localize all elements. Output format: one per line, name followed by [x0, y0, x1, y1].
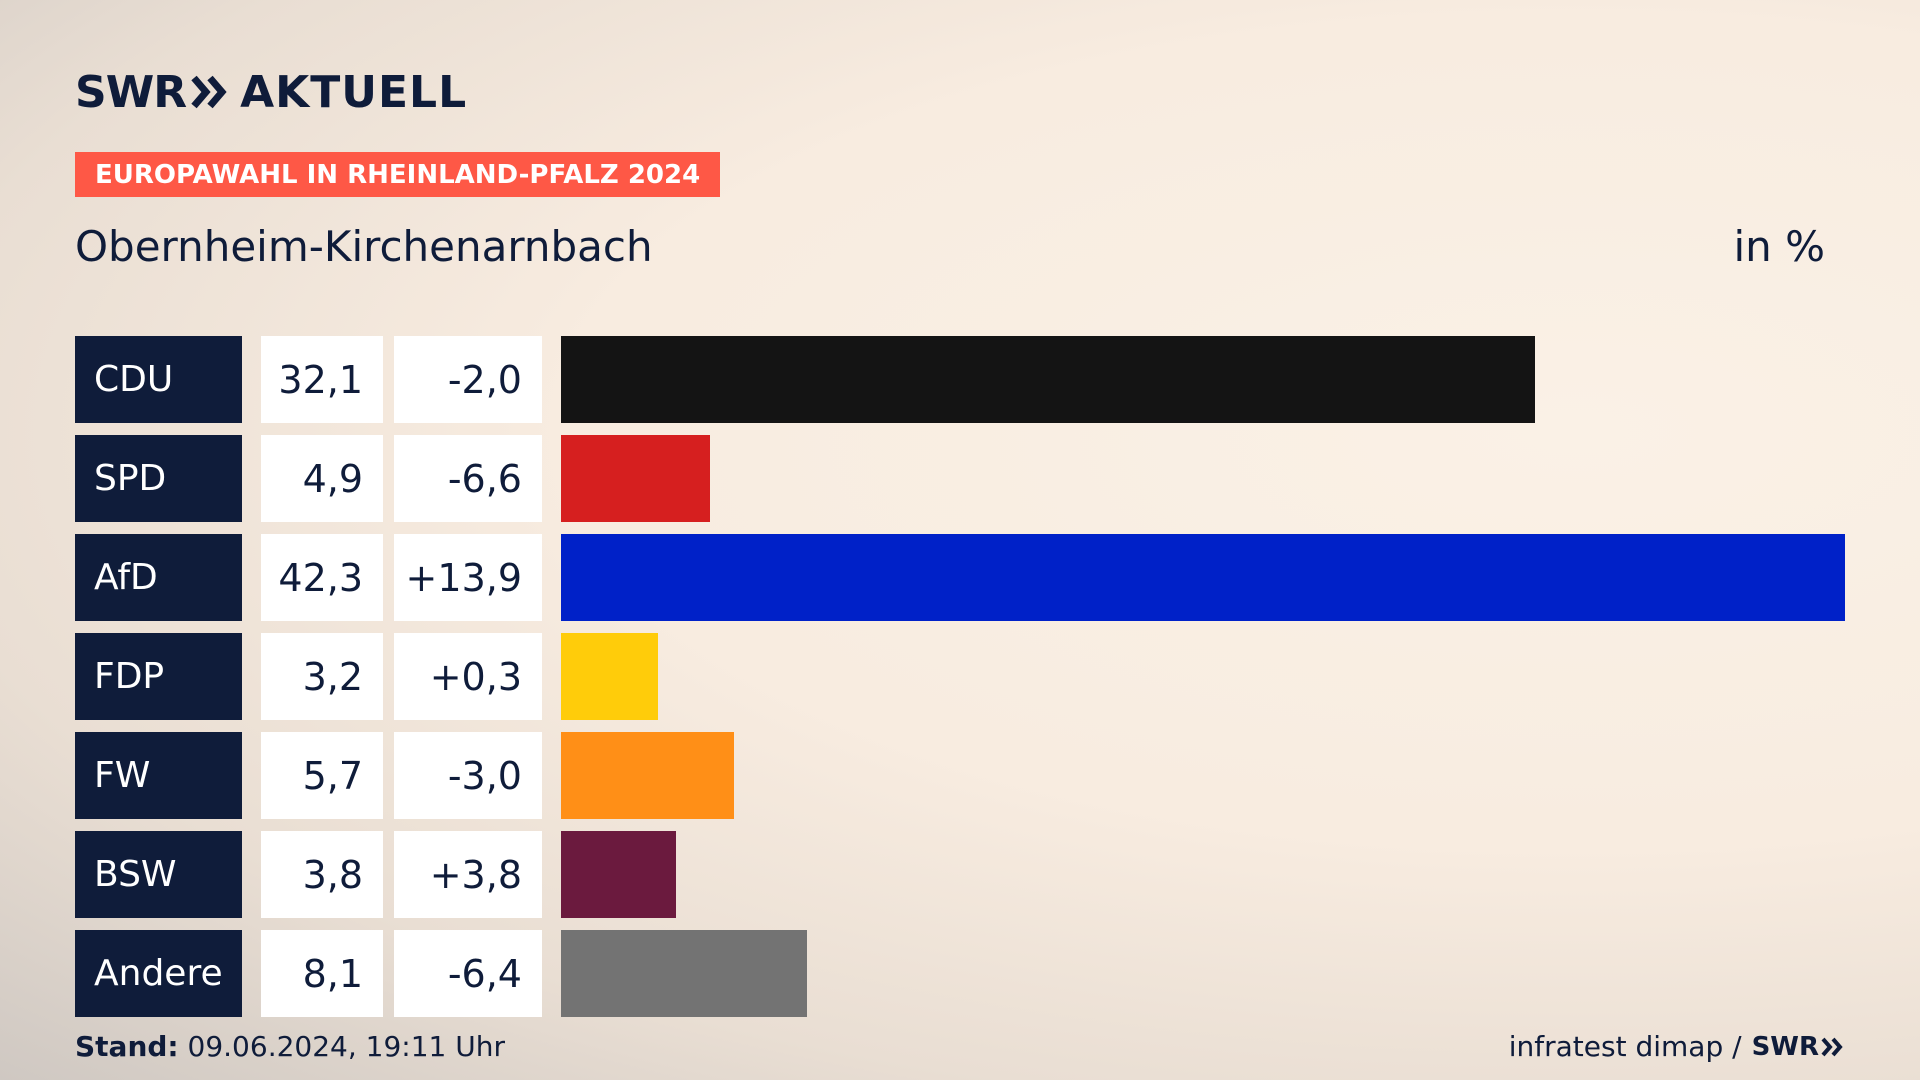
- logo-aktuell-text: AKTUELL: [240, 66, 468, 118]
- change-label: -2,0: [394, 336, 542, 423]
- vote-share-label: 5,7: [261, 732, 383, 819]
- result-row: AfD 42,3 +13,9: [75, 534, 1845, 621]
- result-row: FW 5,7 -3,0: [75, 732, 1845, 819]
- timestamp: Stand: 09.06.2024, 19:11 Uhr: [75, 1030, 505, 1063]
- stand-value: 09.06.2024, 19:11 Uhr: [187, 1030, 505, 1063]
- double-chevron-icon: [191, 75, 227, 109]
- change-label: +0,3: [394, 633, 542, 720]
- party-label: BSW: [75, 831, 242, 918]
- change-label: -6,4: [394, 930, 542, 1017]
- vote-share-bar: [561, 930, 807, 1017]
- swr-aktuell-logo: SWR AKTUELL: [75, 66, 468, 118]
- election-tag: EUROPAWAHL IN RHEINLAND-PFALZ 2024: [75, 152, 721, 197]
- party-label: FDP: [75, 633, 242, 720]
- vote-share-bar: [561, 435, 710, 522]
- change-label: -6,6: [394, 435, 542, 522]
- vote-share-label: 32,1: [261, 336, 383, 423]
- source-text: infratest dimap /: [1508, 1030, 1742, 1063]
- change-label: +3,8: [394, 831, 542, 918]
- vote-share-bar: [561, 732, 734, 819]
- source-credit: infratest dimap / SWR: [1509, 1030, 1845, 1063]
- result-row: SPD 4,9 -6,6: [75, 435, 1845, 522]
- vote-share-label: 4,9: [261, 435, 383, 522]
- change-label: -3,0: [394, 732, 542, 819]
- vote-share-bar: [561, 831, 676, 918]
- stand-label: Stand:: [75, 1030, 179, 1063]
- result-row: CDU 32,1 -2,0: [75, 336, 1845, 423]
- result-row: BSW 3,8 +3,8: [75, 831, 1845, 918]
- vote-share-label: 42,3: [261, 534, 383, 621]
- results-chart: CDU 32,1 -2,0 SPD 4,9 -6,6 AfD 42,3 +13,9 FDP 3,2 +…: [75, 336, 1845, 1029]
- party-label: SPD: [75, 435, 242, 522]
- region-title: Obernheim-Kirchenarnbach: [75, 222, 653, 271]
- party-label: AfD: [75, 534, 242, 621]
- vote-share-bar: [561, 633, 658, 720]
- change-label: +13,9: [394, 534, 542, 621]
- result-row: Andere 8,1 -6,4: [75, 930, 1845, 1017]
- vote-share-label: 8,1: [261, 930, 383, 1017]
- unit-label: in %: [1733, 222, 1825, 271]
- footer-swr-logo: SWR: [1751, 1031, 1819, 1062]
- party-label: CDU: [75, 336, 242, 423]
- vote-share-bar: [561, 534, 1845, 621]
- vote-share-label: 3,8: [261, 831, 383, 918]
- party-label: FW: [75, 732, 242, 819]
- party-label: Andere: [75, 930, 242, 1017]
- logo-swr-text: SWR: [75, 66, 187, 118]
- result-row: FDP 3,2 +0,3: [75, 633, 1845, 720]
- vote-share-label: 3,2: [261, 633, 383, 720]
- footer-double-chevron-icon: [1821, 1037, 1843, 1056]
- vote-share-bar: [561, 336, 1535, 423]
